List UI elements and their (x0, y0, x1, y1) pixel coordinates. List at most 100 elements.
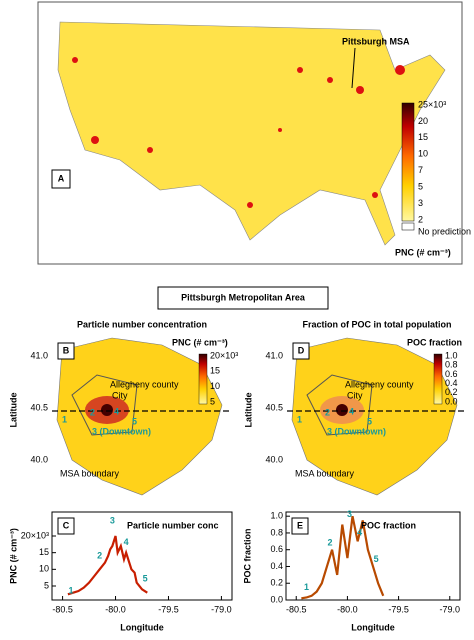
point-label: 1 (69, 585, 74, 595)
map-annotation: 5 (367, 416, 372, 426)
point-label: 1 (304, 582, 309, 592)
map-annotation: 3 (Downtown) (92, 426, 151, 436)
point-label: 4 (357, 527, 362, 537)
map-annotation: MSA boundary (60, 468, 120, 478)
colorbar-tick: 0.2 (445, 387, 458, 397)
no-data-swatch (401, 222, 415, 231)
y-tick-label: 1.0 (270, 511, 283, 521)
colorbar-tick: 2 (418, 214, 423, 224)
colorbar-title: PNC (# cm⁻³) (172, 337, 228, 347)
y-tick-label: 40.5 (30, 402, 48, 412)
colorbar-tick: 15 (210, 366, 220, 376)
x-tick-label: -80.0 (105, 604, 126, 614)
line (301, 515, 385, 600)
panel-label-box (292, 342, 310, 360)
x-tick-label: -80.5 (52, 604, 73, 614)
point-label: 2 (328, 537, 333, 547)
colorbar-title: POC fraction (407, 337, 462, 347)
map-annotation: City (347, 390, 363, 400)
panel-label: A (58, 173, 65, 183)
map-annotation: 5 (132, 416, 137, 426)
point-label: 3 (347, 509, 352, 519)
line (67, 535, 148, 596)
msa-map (291, 337, 458, 496)
panel-title: Fraction of POC in total population (303, 319, 452, 329)
x-axis-label: Longitude (351, 622, 395, 632)
panel-label: B (63, 345, 70, 355)
point-label: 5 (143, 574, 148, 584)
y-tick-label: 0.0 (270, 594, 283, 604)
msa-map (56, 337, 223, 496)
us-map (57, 21, 446, 246)
map-annotation: 3 (Downtown) (327, 426, 386, 436)
colorbar-tick: 0.0 (445, 396, 458, 406)
y-axis-label: Latitude (243, 393, 253, 428)
panel-label: D (298, 345, 305, 355)
county-outline (306, 374, 373, 436)
colorbar (401, 102, 415, 222)
hotspot (336, 404, 348, 416)
colorbar-tick: 25×10³ (418, 99, 446, 109)
panel-label-box (57, 342, 75, 360)
colorbar-tick: 0.6 (445, 369, 458, 379)
map-annotation: 4 (349, 406, 354, 416)
y-tick-label: 10 (39, 564, 49, 574)
map-annotation: Allegheny county (345, 379, 414, 389)
y-tick-label: 20×10³ (21, 530, 49, 540)
colorbar-tick: 0.8 (445, 360, 458, 370)
panel-label-box (51, 169, 71, 189)
x-tick-label: -79.5 (388, 604, 409, 614)
y-tick-label: 5 (44, 580, 49, 590)
x-axis-label: Longitude (120, 622, 164, 632)
x-tick-label: -80.0 (337, 604, 358, 614)
chart-title: Particle number conc (127, 520, 219, 530)
map-annotation: City (112, 390, 128, 400)
colorbar-tick: 3 (418, 198, 423, 208)
map-annotation: 2 (325, 407, 330, 417)
plot-frame (285, 511, 461, 601)
section-title: Pittsburgh Metropolitan Area (181, 292, 306, 302)
hotspots (72, 57, 405, 208)
no-data-label: No prediction (418, 226, 471, 236)
y-tick-label: 0.4 (270, 561, 283, 571)
y-tick-label: 40.0 (265, 454, 283, 464)
colorbar-tick: 0.4 (445, 378, 458, 388)
panel-label-box (291, 517, 309, 535)
x-tick-label: -79.5 (158, 604, 179, 614)
colorbar (433, 353, 443, 405)
y-tick-label: 41.0 (265, 350, 283, 360)
colorbar-tick: 5 (418, 182, 423, 192)
panel-label: C (63, 520, 70, 530)
colorbar-tick: 20 (418, 116, 428, 126)
pointer (351, 47, 356, 89)
map-annotation: 1 (297, 414, 302, 424)
y-axis-label: POC fraction (242, 528, 252, 583)
x-tick-label: -79.0 (211, 604, 232, 614)
colorbar-tick: 7 (418, 165, 423, 175)
county-outline (71, 374, 138, 436)
y-tick-label: 0.8 (270, 527, 283, 537)
map-annotation: 4 (114, 406, 119, 416)
map-annotation: 2 (90, 407, 95, 417)
x-tick-label: -80.5 (286, 604, 307, 614)
colorbar-title: PNC (# cm⁻³) (395, 247, 451, 257)
y-tick-label: 40.0 (30, 454, 48, 464)
colorbar (198, 353, 208, 405)
y-tick-label: 15 (39, 547, 49, 557)
point-label: 5 (374, 554, 379, 564)
colorbar-tick: 15 (418, 132, 428, 142)
chart-title: POC fraction (361, 520, 416, 530)
point-label: 3 (110, 515, 115, 525)
y-tick-label: 0.2 (270, 578, 283, 588)
y-tick-label: 40.5 (265, 402, 283, 412)
plot-frame (51, 511, 233, 601)
colorbar-tick: 5 (210, 396, 215, 406)
y-tick-label: 41.0 (30, 350, 48, 360)
colorbar-tick: 1.0 (445, 350, 458, 360)
colorbar-tick: 10 (418, 149, 428, 159)
title-box (157, 286, 329, 310)
y-tick-label: 0.6 (270, 544, 283, 554)
panel-label: E (297, 520, 303, 530)
